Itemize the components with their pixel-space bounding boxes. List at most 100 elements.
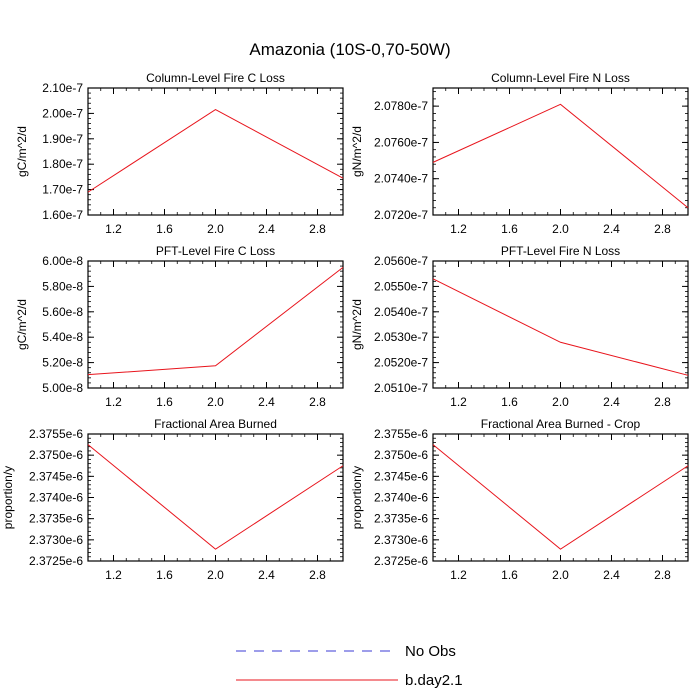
panel-title: PFT-Level Fire N Loss xyxy=(501,244,620,258)
y-tick-label: 1.60e-7 xyxy=(42,208,83,222)
y-tick-label: 1.70e-7 xyxy=(42,183,83,197)
x-tick-label: 1.6 xyxy=(501,222,518,236)
plot-frame xyxy=(432,87,689,216)
y-tick-label: 2.3725e-6 xyxy=(374,554,428,568)
x-tick-label: 2.0 xyxy=(207,222,224,236)
plot-frame xyxy=(87,433,344,562)
panel-title: Fractional Area Burned - Crop xyxy=(481,417,641,431)
y-axis-label: gN/m^2/d xyxy=(350,126,364,177)
y-tick-label: 5.00e-8 xyxy=(42,381,83,395)
legend-label: No Obs xyxy=(405,643,456,660)
y-tick-label: 2.3745e-6 xyxy=(374,469,428,483)
y-tick-label: 2.3750e-6 xyxy=(374,448,428,462)
y-tick-label: 2.0520e-7 xyxy=(374,356,428,370)
plot-frame xyxy=(432,260,689,389)
panel-title: Fractional Area Burned xyxy=(154,417,277,431)
x-tick-label: 2.8 xyxy=(309,222,326,236)
y-tick-label: 2.3750e-6 xyxy=(29,448,83,462)
x-tick-label: 2.0 xyxy=(552,395,569,409)
legend: No Obs b.day2.1 xyxy=(236,643,463,689)
y-tick-label: 5.80e-8 xyxy=(42,279,83,293)
y-tick-label: 5.40e-8 xyxy=(42,330,83,344)
panel-title: Column-Level Fire N Loss xyxy=(491,71,630,85)
x-tick-label: 2.4 xyxy=(603,222,620,236)
x-tick-label: 1.6 xyxy=(501,568,518,582)
x-tick-label: 2.4 xyxy=(258,222,275,236)
chart-panel-5: Fractional Area Burned proportion/y 1.2 1.6… xyxy=(1,417,344,582)
x-tick-label: 2.4 xyxy=(258,568,275,582)
y-tick-label: 1.80e-7 xyxy=(42,157,83,171)
x-tick-label: 1.2 xyxy=(450,222,467,236)
legend-entry-1: No Obs xyxy=(236,643,456,660)
y-tick-label: 2.0530e-7 xyxy=(374,330,428,344)
x-tick-label: 2.4 xyxy=(603,568,620,582)
y-tick-label: 2.3755e-6 xyxy=(29,427,83,441)
legend-label: b.day2.1 xyxy=(405,672,463,689)
y-axis-label: gN/m^2/d xyxy=(350,299,364,350)
y-tick-label: 2.3730e-6 xyxy=(374,533,428,547)
plot-frame xyxy=(432,433,689,562)
y-axis-label: proportion/y xyxy=(350,466,364,529)
y-tick-label: 6.00e-8 xyxy=(42,254,83,268)
y-tick-label: 5.20e-8 xyxy=(42,356,83,370)
x-tick-label: 2.0 xyxy=(207,395,224,409)
x-tick-label: 1.6 xyxy=(156,568,173,582)
y-tick-label: 2.0740e-7 xyxy=(374,172,428,186)
chart-panels: Column-Level Fire C Loss gC/m^2/d 1.2 1.6 2.… xyxy=(1,71,689,582)
y-tick-label: 1.90e-7 xyxy=(42,132,83,146)
y-tick-label: 2.3755e-6 xyxy=(374,427,428,441)
x-tick-label: 2.8 xyxy=(654,222,671,236)
series-line-b-day2-1 xyxy=(432,278,689,376)
x-tick-label: 1.2 xyxy=(450,395,467,409)
y-tick-label: 2.3745e-6 xyxy=(29,469,83,483)
y-tick-label: 2.0760e-7 xyxy=(374,135,428,149)
series-line-b-day2-1 xyxy=(432,444,689,550)
y-tick-label: 2.0560e-7 xyxy=(374,254,428,268)
y-tick-label: 2.10e-7 xyxy=(42,81,83,95)
y-tick-label: 2.3735e-6 xyxy=(29,512,83,526)
series-line-b-day2-1 xyxy=(87,109,344,193)
x-tick-label: 1.2 xyxy=(105,222,122,236)
chart-panel-4: PFT-Level Fire N Loss gN/m^2/d 1.2 1.6 2.0 2.… xyxy=(350,244,689,409)
y-tick-label: 2.0780e-7 xyxy=(374,99,428,113)
y-tick-label: 2.0550e-7 xyxy=(374,279,428,293)
series-line-b-day2-1 xyxy=(432,103,689,209)
x-tick-label: 1.6 xyxy=(156,395,173,409)
y-tick-label: 2.0540e-7 xyxy=(374,305,428,319)
panel-title: Column-Level Fire C Loss xyxy=(146,71,285,85)
y-tick-label: 2.3725e-6 xyxy=(29,554,83,568)
x-tick-label: 2.8 xyxy=(654,395,671,409)
x-tick-label: 1.6 xyxy=(156,222,173,236)
y-tick-label: 2.3735e-6 xyxy=(374,512,428,526)
plot-frame xyxy=(87,87,344,216)
legend-entry-2: b.day2.1 xyxy=(236,672,463,689)
x-tick-label: 2.8 xyxy=(309,395,326,409)
x-tick-label: 1.6 xyxy=(501,395,518,409)
panel-title: PFT-Level Fire C Loss xyxy=(156,244,275,258)
chart-panel-3: PFT-Level Fire C Loss gC/m^2/d 1.2 1.6 2.0 2.… xyxy=(15,244,344,409)
y-tick-label: 2.3740e-6 xyxy=(374,491,428,505)
x-tick-label: 2.4 xyxy=(258,395,275,409)
y-tick-label: 2.00e-7 xyxy=(42,106,83,120)
y-tick-label: 5.60e-8 xyxy=(42,305,83,319)
x-tick-label: 1.2 xyxy=(450,568,467,582)
series-line-b-day2-1 xyxy=(87,266,344,376)
x-tick-label: 2.8 xyxy=(309,568,326,582)
x-tick-label: 2.0 xyxy=(552,222,569,236)
series-line-b-day2-1 xyxy=(87,444,344,550)
x-tick-label: 2.0 xyxy=(207,568,224,582)
y-tick-label: 2.0510e-7 xyxy=(374,381,428,395)
x-tick-label: 2.0 xyxy=(552,568,569,582)
y-axis-label: gC/m^2/d xyxy=(15,126,29,177)
y-tick-label: 2.3740e-6 xyxy=(29,491,83,505)
chart-panel-2: Column-Level Fire N Loss gN/m^2/d 1.2 1.6 2.… xyxy=(350,71,689,236)
x-tick-label: 1.2 xyxy=(105,568,122,582)
figure-title: Amazonia (10S-0,70-50W) xyxy=(249,40,450,59)
y-tick-label: 2.0720e-7 xyxy=(374,208,428,222)
x-tick-label: 2.8 xyxy=(654,568,671,582)
x-tick-label: 1.2 xyxy=(105,395,122,409)
chart-panel-6: Fractional Area Burned - Crop proportion/… xyxy=(350,417,689,582)
y-axis-label: gC/m^2/d xyxy=(15,299,29,350)
plot-frame xyxy=(87,260,344,389)
